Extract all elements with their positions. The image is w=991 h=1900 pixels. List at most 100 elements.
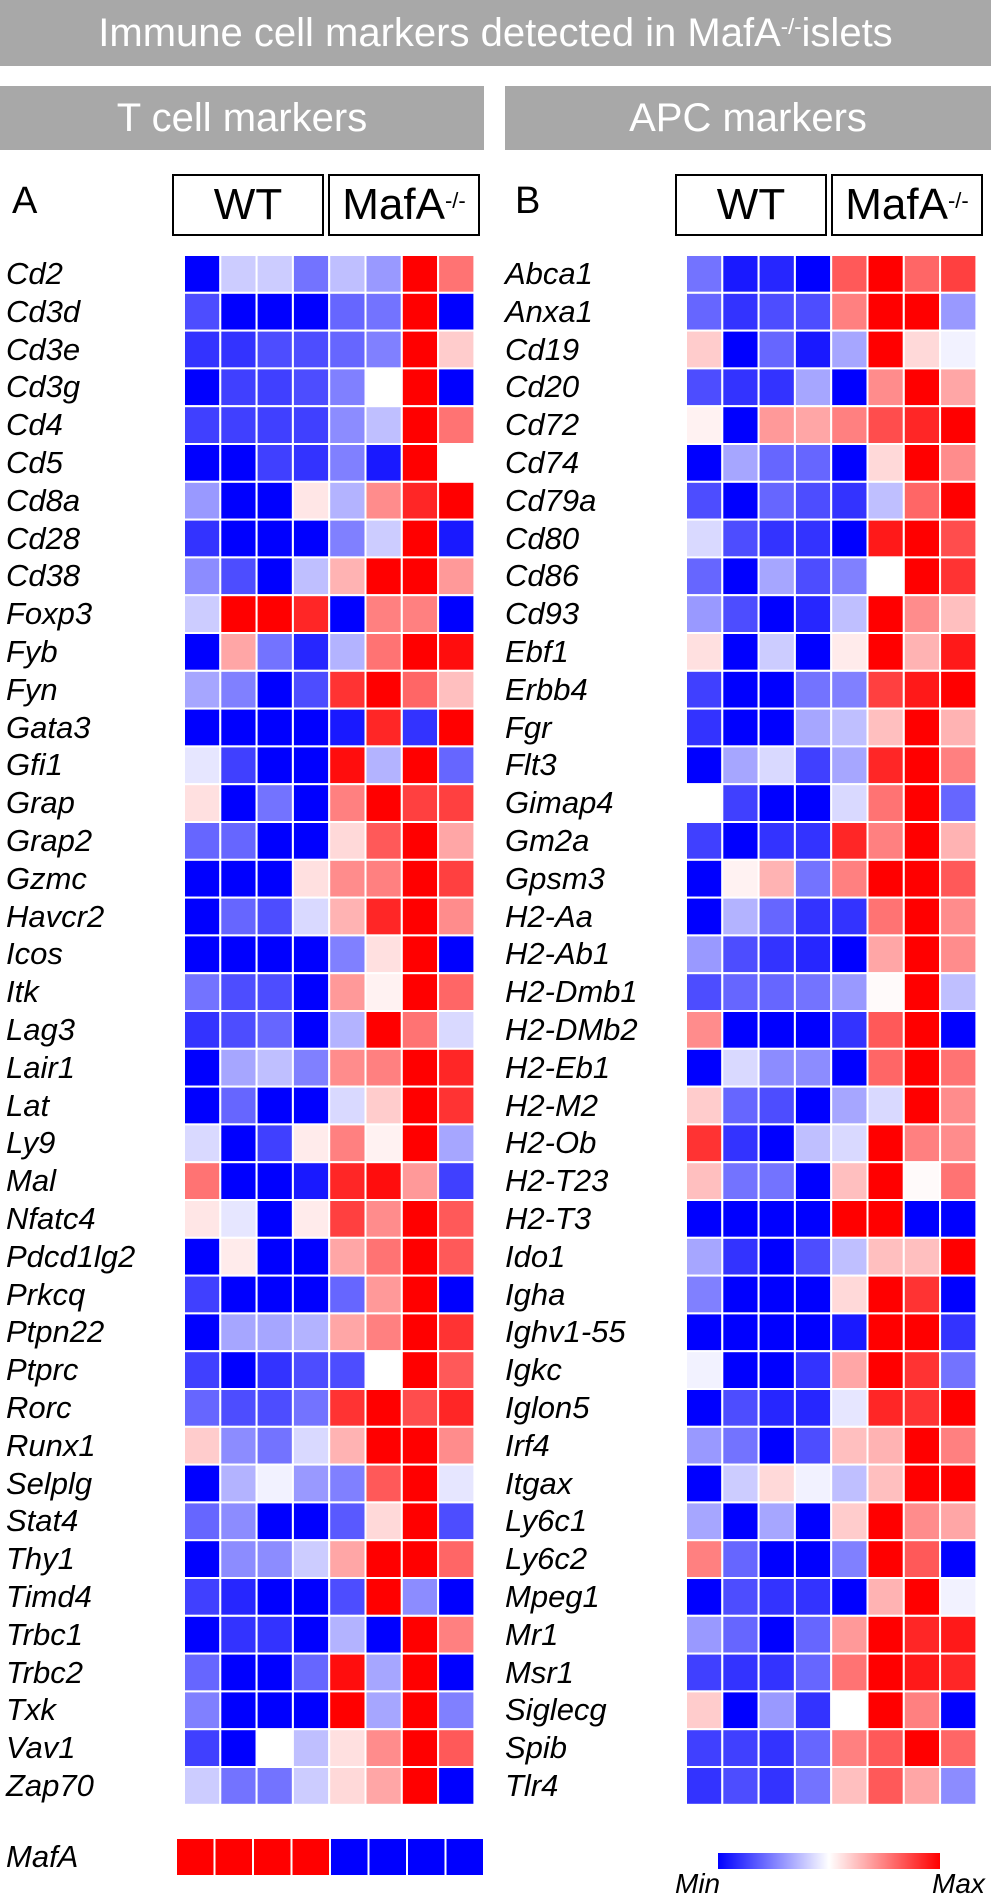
tcell-heatmap-cell: [219, 934, 258, 975]
apc-heatmap-cell: [902, 783, 942, 824]
tcell-heatmap-cell: [183, 1236, 222, 1277]
apc-heatmap-cell: [721, 1425, 760, 1466]
tcell-heatmap-cell: [255, 1766, 294, 1806]
apc-heatmap-cell: [866, 1539, 905, 1579]
tcell-heatmap-cell: [328, 1199, 367, 1239]
tcell-row-label: Zap70: [6, 1767, 94, 1803]
apc-heatmap-cell: [830, 1501, 869, 1542]
apc-heatmap-cell: [757, 1047, 796, 1088]
tcell-row-label: Rorc: [6, 1389, 72, 1425]
tcell-heatmap-cell: [328, 745, 367, 786]
apc-heatmap-cell: [685, 1085, 724, 1126]
apc-row-label: Ebf1: [505, 633, 569, 669]
tcell-heatmap-cell: [183, 556, 222, 597]
tcell-heatmap-cell: [183, 291, 222, 332]
apc-heatmap-cell: [793, 556, 833, 597]
tcell-heatmap-cell: [291, 1312, 331, 1353]
tcell-heatmap-cell: [328, 254, 367, 294]
tcell-row-label: Cd2: [6, 255, 63, 291]
tcell-heatmap-cell: [328, 1236, 367, 1277]
tcell-heatmap-cell: [328, 896, 367, 937]
apc-heatmap-cell: [685, 632, 724, 672]
apc-heatmap-cell: [793, 1652, 833, 1693]
apc-heatmap-cell: [757, 1728, 796, 1768]
tcell-heatmap-cell: [400, 254, 440, 294]
tcell-heatmap-cell: [364, 1161, 403, 1201]
tcell-heatmap-cell: [183, 1577, 222, 1617]
apc-heatmap-cell: [830, 443, 869, 483]
apc-heatmap-cell: [866, 480, 905, 521]
apc-heatmap-cell: [939, 291, 978, 332]
tcell-heatmap-cell: [255, 1312, 294, 1353]
apc-heatmap-cell: [793, 1350, 833, 1390]
tcell-heatmap-cell: [255, 254, 294, 294]
tcell-heatmap-cell: [364, 972, 403, 1013]
tcell-heatmap-cell: [364, 1010, 403, 1050]
apc-heatmap-cell: [939, 1161, 978, 1201]
apc-heatmap-cell: [866, 1123, 905, 1164]
apc-row-label: Cd86: [505, 558, 580, 594]
tcell-heatmap-cell: [219, 1350, 258, 1390]
tcell-heatmap-cell: [183, 1123, 222, 1164]
tcell-heatmap-cell: [183, 783, 222, 824]
tcell-heatmap-cell: [400, 745, 440, 786]
tcell-row-label: Havcr2: [6, 898, 105, 934]
apc-heatmap-cell: [902, 1274, 942, 1315]
tcell-heatmap-cell: [291, 632, 331, 672]
apc-heatmap-cell: [721, 1161, 760, 1201]
apc-heatmap-cell: [902, 1388, 942, 1428]
apc-heatmap-cell: [721, 1766, 760, 1806]
tcell-heatmap-cell: [183, 632, 222, 672]
apc-row-label: H2-DMb2: [505, 1011, 638, 1047]
apc-row-label: Gm2a: [505, 822, 590, 858]
apc-heatmap-cell: [793, 896, 833, 937]
apc-heatmap-cell: [685, 707, 724, 748]
apc-heatmap-cell: [902, 1539, 942, 1579]
tcell-row-label: Icos: [6, 936, 63, 972]
mafa-heatmap-cell: [252, 1837, 293, 1877]
tcell-heatmap-cell: [183, 1425, 222, 1466]
apc-heatmap-cell: [721, 1047, 760, 1088]
apc-heatmap-cell: [830, 1652, 869, 1693]
apc-heatmap-cell: [721, 821, 760, 861]
tcell-heatmap-cell: [437, 1388, 476, 1428]
apc-heatmap-cell: [721, 783, 760, 824]
tcell-heatmap-cell: [255, 1614, 294, 1655]
tcell-heatmap-cell: [255, 1728, 294, 1768]
group-wt-box-a: WT: [172, 174, 324, 236]
tcell-heatmap-cell: [255, 783, 294, 824]
tcell-heatmap-cell: [400, 1728, 440, 1768]
panel-letter-a: A: [12, 180, 38, 222]
apc-heatmap-cell: [830, 1350, 869, 1390]
tcell-row-label: Lat: [6, 1087, 50, 1123]
apc-heatmap-cell: [939, 405, 978, 446]
tcell-heatmap-cell: [400, 1501, 440, 1542]
t-cell-banner: T cell markers: [0, 86, 484, 150]
group-ko-sup-b: -/-: [947, 188, 969, 213]
tcell-heatmap-cell: [364, 707, 403, 748]
apc-heatmap-cell: [685, 1501, 724, 1542]
apc-heatmap-cell: [939, 1425, 978, 1466]
mafa-row-label: MafA: [6, 1839, 79, 1874]
apc-heatmap-cell: [757, 405, 796, 446]
apc-heatmap-cell: [902, 405, 942, 446]
apc-heatmap-cell: [902, 1161, 942, 1201]
tcell-heatmap-cell: [400, 367, 440, 408]
tcell-heatmap-cell: [255, 1501, 294, 1542]
apc-heatmap-cell: [866, 291, 905, 332]
apc-heatmap-cell: [793, 1614, 833, 1655]
tcell-heatmap-cell: [219, 480, 258, 521]
apc-heatmap-cell: [721, 480, 760, 521]
tcell-heatmap-cell: [400, 480, 440, 521]
tcell-heatmap-cell: [364, 1690, 403, 1731]
tcell-heatmap-cell: [255, 1047, 294, 1088]
tcell-row-label: Timd4: [6, 1578, 92, 1614]
apc-row-label: Gimap4: [505, 785, 614, 821]
group-ko-label-b: MafA: [845, 180, 948, 229]
tcell-heatmap-cell: [219, 405, 258, 446]
apc-heatmap-cell: [757, 1274, 796, 1315]
apc-row-label: H2-Dmb1: [505, 974, 638, 1010]
apc-row-label: Cd93: [505, 596, 580, 632]
tcell-heatmap-cell: [255, 1539, 294, 1579]
apc-heatmap-cell: [939, 858, 978, 899]
